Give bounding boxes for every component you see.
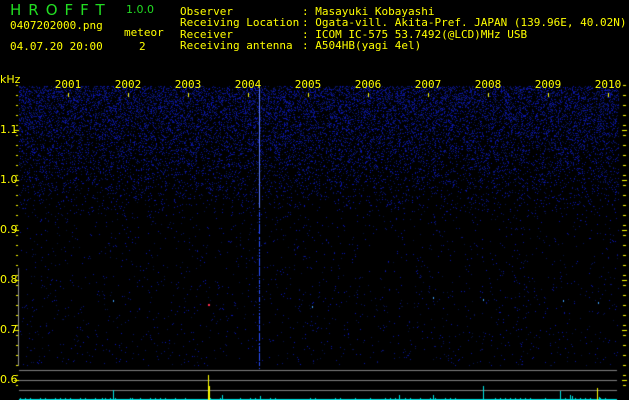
info-receiver-label: Receiver [180, 28, 233, 41]
y-tick-label: 0.8 [0, 273, 18, 286]
info-location-label: Receiving Location [180, 16, 300, 29]
x-tick-label: 2006 [354, 78, 382, 91]
y-tick-label: 0.6 [0, 373, 18, 386]
file-datetime: 04.07.20 20:00 [10, 40, 103, 53]
meteor-count: 2 [139, 40, 146, 53]
info-receiver-value: : ICOM IC-575 53.7492(@LCD)MHz USB [302, 28, 528, 41]
app-title: HROFFT [10, 1, 112, 19]
info-antenna-value: : A504HB(yagi 4el) [302, 39, 422, 52]
x-tick-label: 2004 [234, 78, 262, 91]
y-tick-label: 0.7 [0, 323, 18, 336]
x-tick-label: 2001 [54, 78, 82, 91]
x-tick-label: 2009 [534, 78, 562, 91]
info-location-value: : Ogata-vill. Akita-Pref. JAPAN (139.96E… [302, 16, 627, 29]
meteor-label: meteor [124, 26, 164, 39]
y-tick-label: 0.9 [0, 223, 18, 236]
x-tick-label: 2007 [414, 78, 442, 91]
info-antenna-label: Receiving antenna [180, 39, 293, 52]
x-tick-label: 2003 [174, 78, 202, 91]
x-tick-label: 2010 [594, 78, 622, 91]
x-tick-label: 2002 [114, 78, 142, 91]
x-tick-label: 2005 [294, 78, 322, 91]
y-tick-label: 1.0 [0, 173, 18, 186]
x-tick-label: 2008 [474, 78, 502, 91]
info-observer-value: : Masayuki Kobayashi [302, 5, 435, 18]
y-unit-label: kHz [0, 73, 21, 86]
info-observer-label: Observer [180, 5, 233, 18]
file-name: 0407202000.png [10, 19, 103, 32]
app-version: 1.0.0 [126, 3, 154, 16]
y-tick-label: 1.1 [0, 123, 18, 136]
